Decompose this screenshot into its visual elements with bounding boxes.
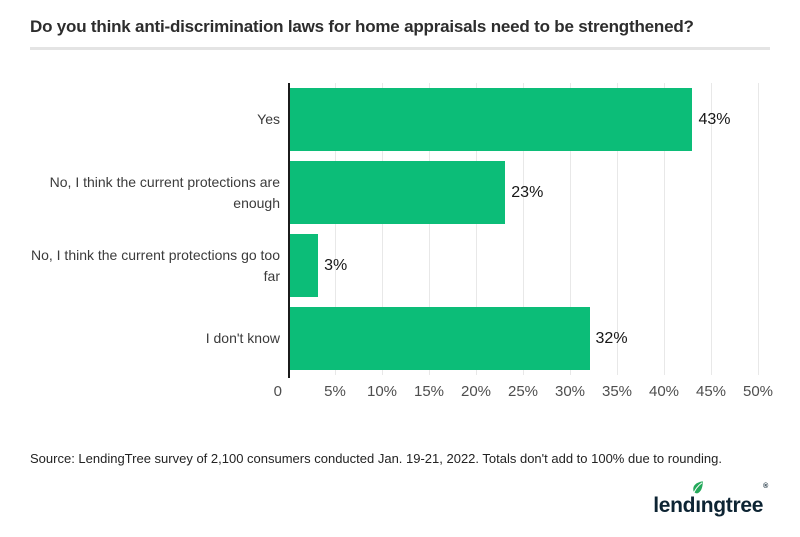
gridline — [570, 83, 571, 375]
bar-protections-enough — [290, 161, 506, 224]
x-tick-label: 20% — [460, 383, 492, 400]
x-tick-label: 25% — [507, 383, 539, 400]
x-axis-ticks: 0 5% 10% 15% 20% 25% 30% 35% 40% 45% 50% — [274, 383, 773, 405]
x-tick-label: 10% — [366, 383, 398, 400]
gridline — [382, 83, 383, 375]
bar-chart: Yes No, I think the current protections … — [30, 83, 773, 405]
bar-row: 43% — [290, 88, 758, 151]
bar-row: 32% — [290, 307, 758, 370]
x-tick-label: 15% — [413, 383, 445, 400]
bar-row: 3% — [290, 234, 758, 297]
x-tick-label: 5% — [324, 383, 346, 400]
gridline — [758, 83, 759, 375]
x-tick-label: 0 — [273, 383, 282, 400]
gridline — [617, 83, 618, 375]
bar-row: 23% — [290, 161, 758, 224]
bar-dont-know — [290, 307, 590, 370]
gridline — [476, 83, 477, 375]
survey-chart-page: Do you think anti-discrimination laws fo… — [0, 17, 800, 537]
plot-column: 43% 23% 3% 32% 0 5% 10% 15% 20% 25% 30% 35% 40% 4… — [274, 83, 773, 405]
bar-yes — [290, 88, 693, 151]
footer: Source: LendingTree survey of 2,100 cons… — [30, 451, 770, 516]
logo-text-ngtree: ngtree — [700, 494, 764, 517]
category-label-dont-know: I don't know — [205, 330, 280, 346]
y-axis-line — [288, 83, 290, 378]
bar-value-label: 3% — [324, 256, 348, 274]
bar-value-label: 32% — [595, 329, 628, 347]
bar-value-label: 23% — [511, 183, 544, 201]
x-tick-label: 35% — [601, 383, 633, 400]
logo-row: lend ıngtree ® — [30, 480, 770, 517]
gridline — [523, 83, 524, 375]
logo-text-i: ı — [695, 494, 701, 517]
gridline — [711, 83, 712, 375]
category-label-protections-too-far: No, I think the current protections go t… — [30, 246, 280, 284]
logo-text-lend: lend — [653, 494, 696, 517]
x-tick-label: 45% — [695, 383, 727, 400]
gridline — [429, 83, 430, 375]
category-label-yes: Yes — [257, 111, 280, 127]
x-tick-label: 40% — [648, 383, 680, 400]
bar-protections-too-far — [290, 234, 319, 297]
registered-mark: ® — [763, 483, 768, 490]
gridline — [335, 83, 336, 375]
source-note: Source: LendingTree survey of 2,100 cons… — [30, 451, 722, 466]
lendingtree-logo: lend ıngtree ® — [653, 480, 768, 517]
x-tick-label: 30% — [554, 383, 586, 400]
plot-area: 43% 23% 3% 32% — [288, 83, 759, 378]
gridline — [664, 83, 665, 375]
x-tick-label: 50% — [742, 383, 774, 400]
title-divider — [30, 47, 770, 50]
category-labels: Yes No, I think the current protections … — [30, 83, 280, 405]
chart-title: Do you think anti-discrimination laws fo… — [30, 17, 694, 36]
category-label-protections-enough: No, I think the current protections are … — [49, 173, 280, 211]
bar-value-label: 43% — [698, 110, 731, 128]
leaf-icon — [690, 480, 705, 496]
